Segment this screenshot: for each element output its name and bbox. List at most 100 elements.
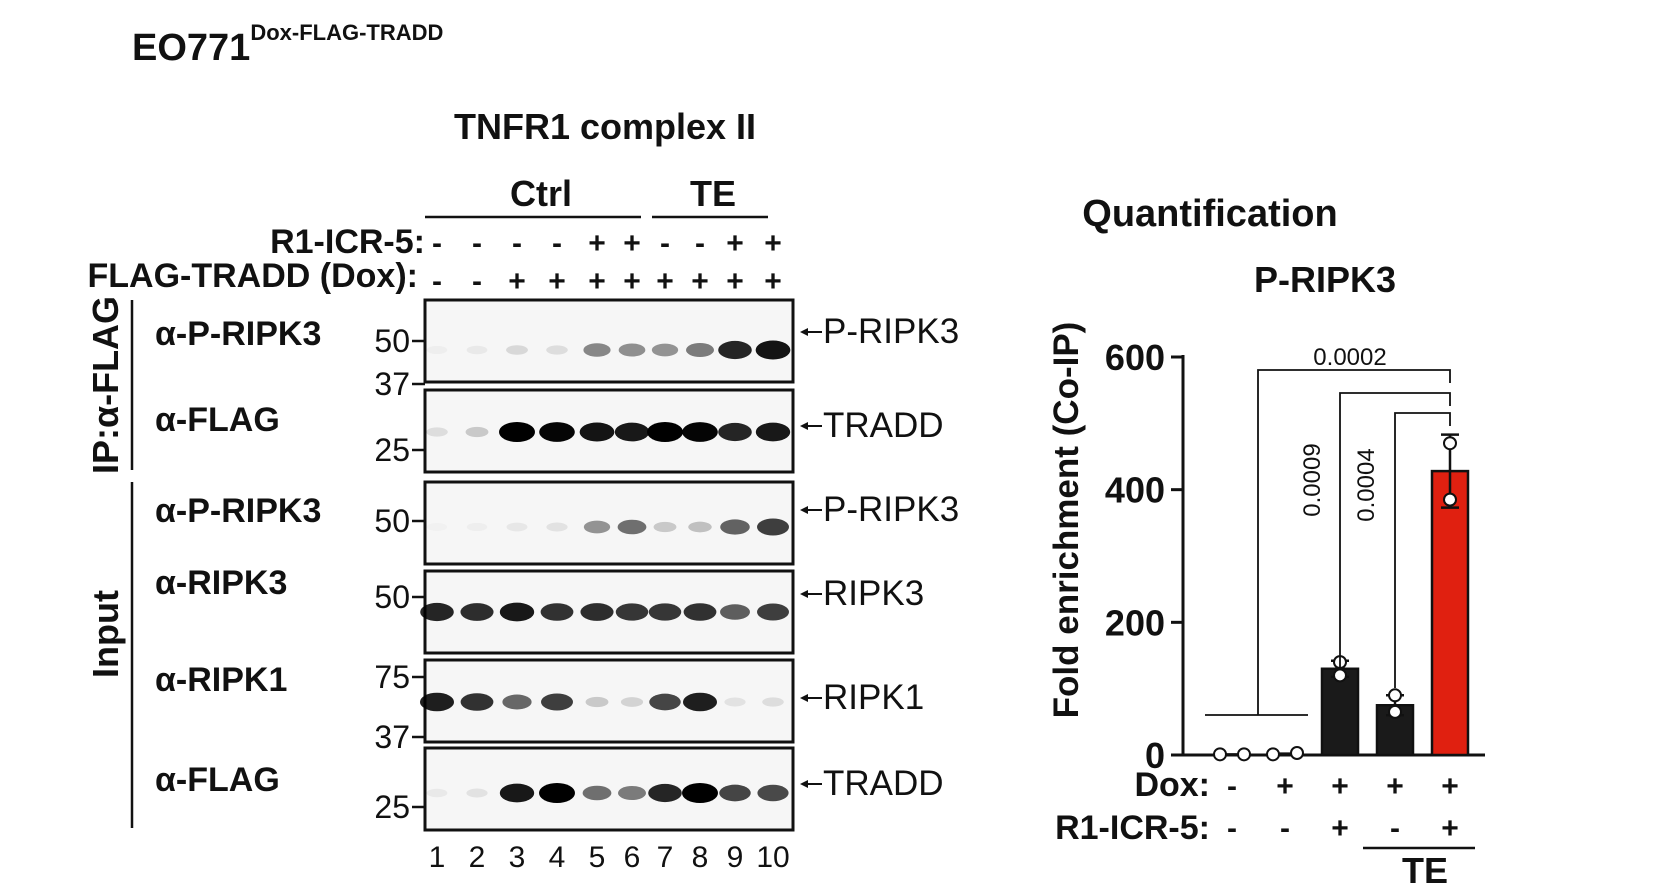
target-label: P-RIPK3 xyxy=(823,490,959,529)
lane-number: 3 xyxy=(509,841,526,874)
blot-band xyxy=(617,519,647,535)
blot-band xyxy=(757,603,789,621)
blot-band xyxy=(762,697,784,707)
blot-band xyxy=(502,694,532,710)
blot-band xyxy=(420,602,454,622)
blot-band xyxy=(647,422,683,442)
target-arrowhead xyxy=(800,422,808,430)
y-tick-label: 0 xyxy=(1145,735,1165,776)
antibody-label: α-P-RIPK3 xyxy=(155,492,321,530)
blot-band xyxy=(615,603,649,621)
blot-band xyxy=(583,343,611,357)
blot-band xyxy=(682,422,718,442)
significance-bracket xyxy=(1257,369,1451,715)
blot-band xyxy=(755,422,791,442)
chart-dox-label: Dox: xyxy=(1134,766,1210,804)
blot-band xyxy=(688,521,712,533)
y-tick-label: 600 xyxy=(1105,337,1165,378)
dox-sign: + xyxy=(623,265,641,298)
blot-band xyxy=(755,340,791,360)
dox-sign: + xyxy=(691,265,709,298)
r1icr5-sign: + xyxy=(726,227,744,260)
blot-frame xyxy=(423,298,795,384)
blot-band xyxy=(720,604,750,620)
lane-number: 5 xyxy=(589,841,606,874)
data-point xyxy=(1266,747,1280,762)
mw-marker: 25 xyxy=(374,432,410,468)
r1icr5-sign: - xyxy=(552,227,562,260)
blot-band xyxy=(499,422,535,442)
target-arrowhead xyxy=(800,590,808,598)
mw-marker: 50 xyxy=(374,323,410,359)
group-te-label: TE xyxy=(690,173,736,214)
antibody-label: α-FLAG xyxy=(155,401,280,439)
blot-panel: α-P-RIPK3 50 P-RIPK3 xyxy=(155,480,959,566)
dox-sign: - xyxy=(432,265,442,298)
blot-band xyxy=(653,521,677,533)
lane-number: 8 xyxy=(692,841,709,874)
mw-marker: 37 xyxy=(374,719,410,755)
blot-band xyxy=(618,786,646,800)
blot-panel: α-P-RIPK3 50 P-RIPK3 xyxy=(155,298,959,384)
blot-band xyxy=(718,422,752,442)
dox-sign: + xyxy=(726,265,744,298)
p-value: 0.0009 xyxy=(1299,443,1326,516)
dox-row-label: FLAG-TRADD (Dox): xyxy=(88,257,419,295)
dox-sign: + xyxy=(508,265,526,298)
ip-label: IP:α-FLAG xyxy=(85,296,126,474)
lane-numbers: 1 2 3 4 5 6 7 8 9 10 xyxy=(429,841,790,874)
r1icr5-sign: - xyxy=(660,227,670,260)
chart-title: P-RIPK3 xyxy=(1254,259,1396,300)
blot-band xyxy=(506,345,528,355)
r1icr5-sign: - xyxy=(432,227,442,260)
lane-number: 9 xyxy=(727,841,744,874)
target-label: RIPK1 xyxy=(823,678,924,717)
blot-band xyxy=(467,523,487,531)
blot-band xyxy=(426,427,448,437)
blot-band xyxy=(614,422,650,442)
blot-band xyxy=(465,426,489,438)
dox-sign: + xyxy=(764,265,782,298)
significance-bracket xyxy=(1339,392,1451,668)
target-label: TRADD xyxy=(823,406,944,445)
blot-band xyxy=(541,693,573,711)
chart-dox-sign: - xyxy=(1227,770,1237,803)
dox-sign: + xyxy=(588,265,606,298)
blot-band xyxy=(651,343,679,357)
blot-band xyxy=(506,522,528,532)
antibody-label: α-P-RIPK3 xyxy=(155,315,321,353)
blot-band xyxy=(720,519,750,535)
blot-band xyxy=(466,345,488,355)
r1icr5-sign: - xyxy=(512,227,522,260)
chart-dox-sign: + xyxy=(1276,770,1294,803)
mw-marker: 75 xyxy=(374,659,410,695)
blot-band xyxy=(499,602,535,622)
chart-r1icr5-sign: + xyxy=(1441,812,1459,845)
blot-band xyxy=(648,603,682,621)
bar xyxy=(1320,667,1360,757)
blot-band xyxy=(580,603,614,621)
chart-r1icr5-sign: - xyxy=(1390,812,1400,845)
y-tick-label: 200 xyxy=(1105,602,1165,643)
blot-band xyxy=(427,523,447,531)
target-label: RIPK3 xyxy=(823,574,924,613)
mw-marker: 25 xyxy=(374,789,410,825)
lane-number: 4 xyxy=(549,841,566,874)
chart-dox-sign: + xyxy=(1441,770,1459,803)
blot-band xyxy=(546,345,568,355)
significance-bracket xyxy=(1394,412,1451,688)
blot-band xyxy=(540,603,574,621)
bar-chart: 0 200 400 600 0.0002 0.0009 0.0004 - + + + + - - + - + xyxy=(1105,337,1485,845)
blot-band xyxy=(757,518,789,536)
chart-te-label: TE xyxy=(1402,850,1448,891)
complex-title: TNFR1 complex II xyxy=(454,106,756,147)
blot-band xyxy=(466,788,488,798)
lane-number: 1 xyxy=(429,841,446,874)
data-point xyxy=(1237,747,1251,762)
chart-r1icr5-sign: - xyxy=(1280,812,1290,845)
blot-band xyxy=(620,697,644,707)
r1icr5-sign: + xyxy=(764,227,782,260)
mw-marker: 50 xyxy=(374,503,410,539)
group-ctrl-label: Ctrl xyxy=(510,173,572,214)
